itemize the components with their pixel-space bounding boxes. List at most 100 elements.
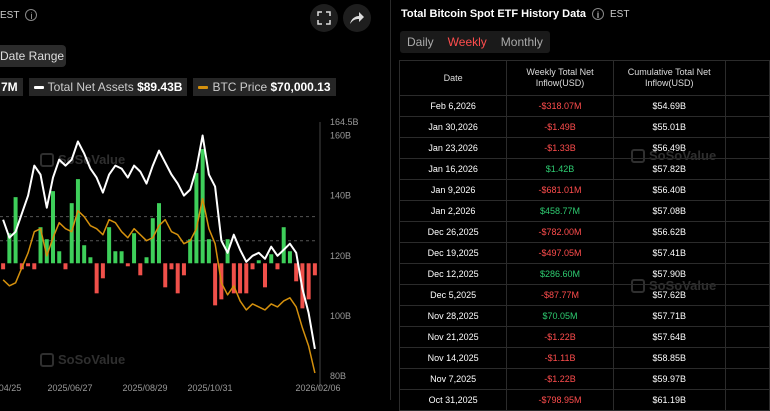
table-row[interactable]: Nov 28,2025 $70.05M $57.71B <box>398 305 770 327</box>
cell-extra <box>724 305 770 327</box>
bar <box>63 263 68 270</box>
table-body: Feb 6,2026 -$318.07M $54.69B Jan 30,2026 -$1… <box>398 95 770 411</box>
table-row[interactable]: Nov 21,2025 -$1.22B $57.64B <box>398 326 770 348</box>
bar <box>150 218 155 264</box>
bar <box>263 263 267 288</box>
table-row[interactable]: Nov 14,2025 -$1.11B $58.85B <box>398 347 770 369</box>
y-tick-label: 160B <box>330 131 351 141</box>
cell-weekly-inflow: -$1.11B <box>506 347 614 369</box>
cell-extra <box>724 263 770 285</box>
tab-daily[interactable]: Daily <box>407 35 434 49</box>
bar <box>69 203 74 264</box>
date-range-button[interactable]: Date Range <box>0 45 66 67</box>
cell-date: Oct 31,2025 <box>398 389 508 411</box>
x-tick-label: 2025/08/29 <box>122 383 167 393</box>
y-tick-label: 140B <box>330 191 351 201</box>
table-row[interactable]: Dec 26,2025 -$782.00M $56.62B <box>398 221 770 243</box>
bar <box>194 173 199 264</box>
cell-extra <box>724 284 770 306</box>
column-header-date[interactable]: Date <box>398 60 508 96</box>
x-tick-label: 2026/02/06 <box>295 383 340 393</box>
cell-extra <box>724 95 770 117</box>
share-button[interactable] <box>343 4 371 32</box>
bar <box>57 251 62 264</box>
bar <box>100 263 105 279</box>
table-row[interactable]: Oct 31,2025 -$798.95M $61.19B <box>398 389 770 411</box>
bar <box>244 263 249 294</box>
y-tick-label: 120B <box>330 251 351 261</box>
cell-cumulative-inflow: $56.62B <box>612 221 726 243</box>
table-row[interactable]: Jan 9,2026 -$681.01M $56.40B <box>398 179 770 201</box>
cell-date: Dec 5,2025 <box>398 284 508 306</box>
tab-weekly[interactable]: Weekly <box>447 35 487 49</box>
cell-weekly-inflow: -$318.07M <box>506 95 614 117</box>
etf-chart[interactable]: 164.5B 160B 140B 120B 100B 80B 04/25 2025/06/27… <box>0 110 360 400</box>
bar <box>113 251 118 264</box>
share-icon <box>350 12 364 24</box>
cell-date: Nov 28,2025 <box>398 305 508 327</box>
bar <box>250 263 255 270</box>
table-row[interactable]: Jan 2,2026 $458.77M $57.08B <box>398 200 770 222</box>
bar <box>82 245 87 264</box>
cell-weekly-inflow: $458.77M <box>506 200 614 222</box>
table-row[interactable]: Feb 6,2026 -$318.07M $54.69B <box>398 95 770 117</box>
cell-date: Nov 7,2025 <box>398 368 508 390</box>
tab-monthly[interactable]: Monthly <box>500 35 543 49</box>
cell-weekly-inflow: -$87.77M <box>506 284 614 306</box>
legend-net-inflow[interactable]: 7M <box>0 78 23 96</box>
table-row[interactable]: Jan 30,2026 -$1.49B $55.01B <box>398 116 770 138</box>
table-row[interactable]: Jan 23,2026 -$1.33B $56.49B <box>398 137 770 159</box>
cell-cumulative-inflow: $56.40B <box>612 179 726 201</box>
legend-swatch-white <box>33 86 44 90</box>
bar <box>306 263 311 300</box>
cell-weekly-inflow: -$681.01M <box>506 179 614 201</box>
table-row[interactable]: Dec 5,2025 -$87.77M $57.62B <box>398 284 770 306</box>
legend-btc-price[interactable]: BTC Price $70,000.13 <box>193 78 336 96</box>
info-icon[interactable]: i <box>591 8 604 20</box>
info-icon[interactable]: i <box>25 9 38 21</box>
column-header-cumulative-inflow[interactable]: Cumulative Total Net Inflow(USD) <box>612 60 726 96</box>
history-table: Date Weekly Total Net Inflow(USD) Cumula… <box>398 60 770 411</box>
x-tick-label: 2025/06/27 <box>47 383 92 393</box>
cell-weekly-inflow: $70.05M <box>506 305 614 327</box>
cell-extra <box>724 242 770 264</box>
cell-weekly-inflow: -$782.00M <box>506 221 614 243</box>
bar <box>51 191 55 264</box>
cell-cumulative-inflow: $57.90B <box>612 263 726 285</box>
fullscreen-icon <box>317 11 331 25</box>
bar <box>88 257 93 264</box>
bar <box>175 263 180 294</box>
cell-cumulative-inflow: $57.82B <box>612 158 726 180</box>
cell-extra <box>724 326 770 348</box>
cell-date: Nov 14,2025 <box>398 347 508 369</box>
bar <box>138 263 143 276</box>
cell-extra <box>724 200 770 222</box>
legend-total-net-assets[interactable]: Total Net Assets $89.43B <box>28 78 188 96</box>
cell-weekly-inflow: -$497.05M <box>506 242 614 264</box>
table-row[interactable]: Nov 7,2025 -$1.22B $59.97B <box>398 368 770 390</box>
bar <box>213 263 218 306</box>
bar <box>169 263 174 270</box>
cell-cumulative-inflow: $57.62B <box>612 284 726 306</box>
table-row[interactable]: Jan 16,2026 $1.42B $57.82B <box>398 158 770 180</box>
cell-extra <box>724 347 770 369</box>
cell-weekly-inflow: -$1.22B <box>506 326 614 348</box>
cell-extra <box>724 179 770 201</box>
column-header-extra[interactable] <box>724 60 770 96</box>
fullscreen-button[interactable] <box>310 4 338 32</box>
cell-cumulative-inflow: $57.08B <box>612 200 726 222</box>
cell-extra <box>724 158 770 180</box>
btc-price-line <box>2 197 316 374</box>
table-row[interactable]: Dec 12,2025 $286.60M $57.90B <box>398 263 770 285</box>
cell-extra <box>724 368 770 390</box>
bar <box>144 257 149 264</box>
table-row[interactable]: Dec 19,2025 -$497.05M $57.41B <box>398 242 770 264</box>
history-panel: Total Bitcoin Spot ETF History Data i ES… <box>391 0 770 411</box>
column-header-weekly-inflow[interactable]: Weekly Total Net Inflow(USD) <box>506 60 614 96</box>
cell-date: Dec 12,2025 <box>398 263 508 285</box>
cell-cumulative-inflow: $56.49B <box>612 137 726 159</box>
cell-extra <box>724 116 770 138</box>
bar <box>206 239 211 264</box>
total-net-assets-line <box>2 134 316 350</box>
bar <box>312 263 317 276</box>
